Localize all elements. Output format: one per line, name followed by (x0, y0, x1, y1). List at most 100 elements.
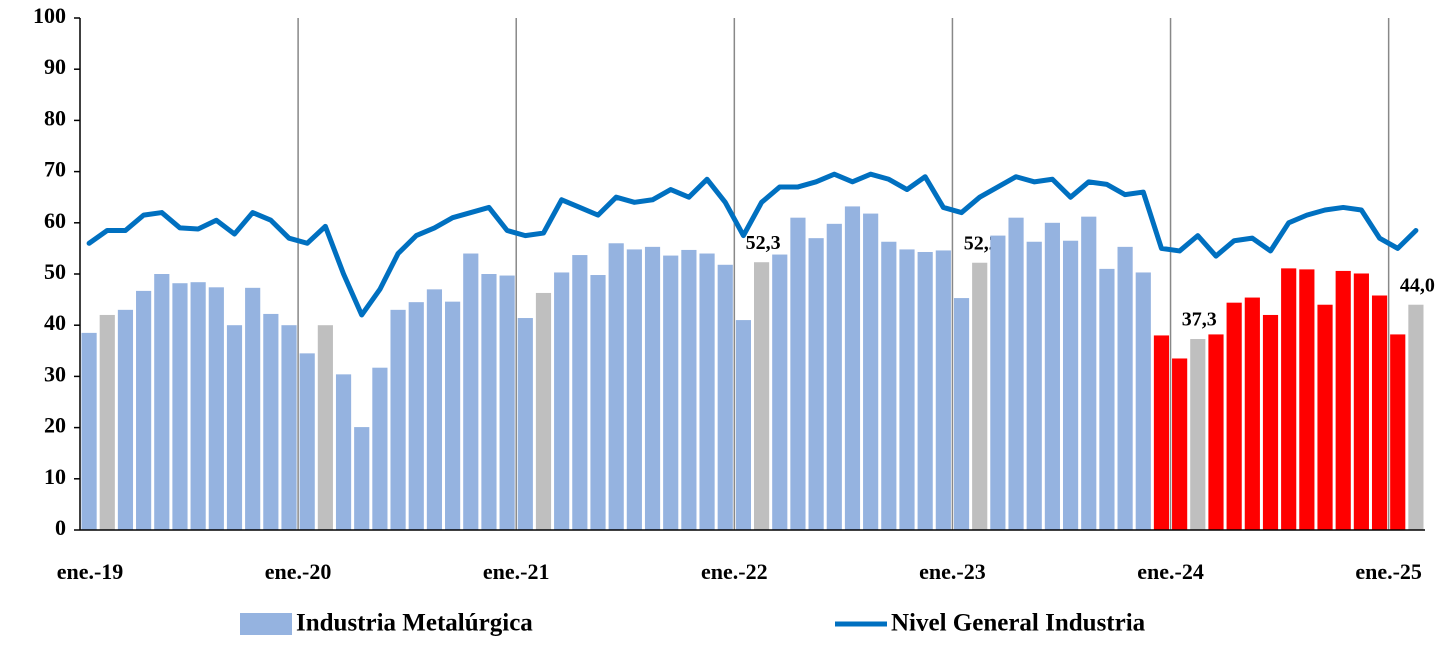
bar (463, 253, 479, 530)
bar (663, 255, 679, 530)
bar (717, 264, 733, 530)
bar (281, 325, 297, 530)
bar (808, 238, 824, 530)
bar (390, 309, 406, 530)
bar (263, 313, 279, 530)
bar (1390, 334, 1406, 530)
bar (608, 243, 624, 530)
bar (881, 241, 897, 530)
y-tick-label: 40 (44, 310, 66, 335)
y-tick-label: 80 (44, 105, 66, 130)
bar (481, 274, 497, 530)
x-tick-label: ene.-19 (57, 559, 124, 584)
x-tick-label: ene.-20 (265, 559, 332, 584)
x-tick-label: ene.-21 (483, 559, 550, 584)
bar (699, 253, 715, 530)
bar (735, 320, 751, 530)
bar (863, 213, 879, 531)
x-tick-label: ene.-25 (1355, 559, 1422, 584)
bar (1081, 216, 1097, 530)
bar (426, 289, 443, 530)
bar (1099, 268, 1115, 530)
bar (826, 223, 842, 530)
y-tick-label: 90 (44, 54, 66, 79)
bar (190, 282, 206, 530)
x-tick-label: ene.-22 (701, 559, 768, 584)
bar (499, 275, 515, 530)
bar (445, 301, 461, 530)
bar (935, 250, 951, 530)
y-tick-label: 30 (44, 361, 66, 386)
y-tick-label: 10 (44, 464, 66, 489)
legend-swatch (240, 613, 292, 635)
bar (1335, 270, 1351, 530)
bar (154, 274, 170, 530)
y-tick-label: 70 (44, 157, 66, 182)
y-tick-label: 100 (33, 3, 66, 28)
bar (208, 287, 224, 530)
bar (754, 262, 770, 530)
bar (226, 325, 243, 530)
bar (1135, 272, 1151, 530)
bar (1371, 295, 1388, 530)
y-tick-label: 60 (44, 208, 66, 233)
bar (590, 275, 606, 530)
x-tick-label: ene.-23 (919, 559, 986, 584)
data-label: 44,0 (1400, 274, 1435, 296)
bar (1281, 268, 1297, 530)
bar (1208, 334, 1224, 530)
bar (517, 318, 533, 530)
bar (1153, 335, 1170, 530)
legend-label: Industria Metalúrgica (296, 610, 533, 637)
bar (1408, 304, 1424, 530)
bar (917, 251, 933, 530)
bar (899, 249, 915, 530)
data-label: 52,3 (746, 232, 781, 254)
x-tick-label: ene.-24 (1137, 559, 1204, 584)
bar (245, 287, 261, 530)
bar (1026, 241, 1042, 530)
bar (844, 206, 861, 530)
bar (772, 254, 788, 530)
bar (172, 283, 188, 530)
bar (1353, 273, 1369, 530)
bar (136, 290, 152, 530)
y-tick-label: 50 (44, 259, 66, 284)
bar (972, 262, 988, 530)
bar (1062, 240, 1079, 530)
bar (626, 249, 642, 530)
y-tick-label: 20 (44, 413, 66, 438)
bar (408, 302, 424, 530)
bar (372, 367, 388, 530)
legend-label: Nivel General Industria (891, 610, 1146, 637)
bar (1244, 297, 1260, 530)
y-tick-label: 0 (55, 515, 66, 540)
bar (299, 353, 315, 530)
bar (1262, 314, 1279, 530)
data-label: 37,3 (1182, 309, 1217, 331)
bar (990, 235, 1006, 530)
bar (1190, 339, 1206, 530)
bar (1172, 358, 1188, 530)
bar (354, 427, 370, 530)
bar (953, 298, 970, 530)
bar (1299, 269, 1315, 530)
bar (1226, 302, 1242, 530)
bar (317, 325, 333, 530)
bar (1008, 217, 1024, 530)
bar (535, 292, 552, 530)
bar (81, 332, 97, 530)
bar (1044, 222, 1060, 531)
bar (554, 272, 570, 530)
bar (681, 249, 697, 530)
bar (335, 374, 352, 530)
bar (99, 314, 115, 530)
bar (1117, 246, 1133, 530)
bar (572, 255, 588, 530)
bar (790, 217, 806, 530)
bar (1317, 304, 1333, 530)
bar (644, 246, 661, 530)
line (86, 171, 1419, 318)
data-label: 52,2 (964, 232, 999, 254)
